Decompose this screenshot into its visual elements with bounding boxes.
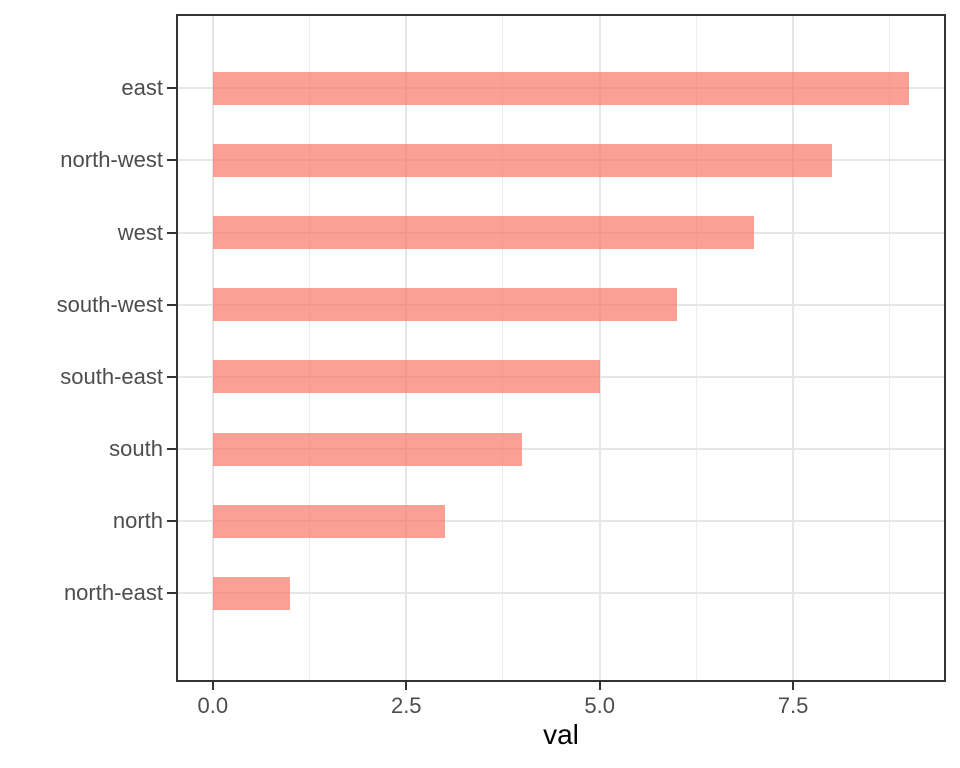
y-tick-mark (167, 231, 176, 234)
y-tick-mark (167, 520, 176, 523)
x-tick-label-0.0: 0.0 (197, 693, 229, 718)
y-tick-label-west: west (117, 219, 163, 245)
gridline-minor-vertical (695, 16, 697, 680)
bar-south (212, 432, 523, 466)
bar-south-east (212, 360, 600, 394)
y-tick-label-east: east (121, 75, 163, 101)
y-tick-mark (167, 592, 176, 595)
y-tick-mark (167, 303, 176, 306)
gridline-minor-vertical (502, 16, 504, 680)
plot-panel (176, 14, 946, 682)
y-tick-label-north: north (112, 508, 163, 534)
y-tick-label-south: south (109, 436, 163, 462)
gridline-minor-vertical (309, 16, 311, 680)
gridline-major-horizontal (178, 448, 944, 451)
x-tick-label-7.5: 7.5 (777, 693, 809, 718)
y-tick-mark (167, 159, 176, 162)
gridline-major-horizontal (178, 520, 944, 523)
bars-layer (178, 16, 944, 680)
x-tick-mark (792, 682, 795, 690)
gridline-major-vertical (598, 16, 601, 680)
y-tick-label-south-west: south-west (56, 291, 163, 317)
x-tick-mark (598, 682, 601, 690)
bar-north-east (212, 576, 291, 610)
bar-south-west (212, 288, 678, 322)
gridline-minor-vertical (889, 16, 891, 680)
y-tick-mark (167, 87, 176, 90)
gridline-major-horizontal (178, 592, 944, 595)
x-axis-title: val (543, 719, 579, 750)
y-tick-mark (167, 448, 176, 451)
y-tick-mark (167, 375, 176, 378)
x-tick-mark (405, 682, 408, 690)
bar-north-west (212, 143, 832, 177)
gridline-major-vertical (405, 16, 408, 680)
x-tick-label-2.5: 2.5 (390, 693, 422, 718)
bar-west (212, 216, 755, 250)
x-tick-mark (211, 682, 214, 690)
y-tick-label-north-west: north-west (60, 147, 163, 173)
bar-east (212, 71, 910, 105)
gridline-major-vertical (792, 16, 795, 680)
x-tick-label-5.0: 5.0 (584, 693, 615, 718)
bar-north (212, 504, 445, 538)
gridline-major-vertical (211, 16, 214, 680)
y-tick-label-north-east: north-east (63, 580, 163, 606)
y-tick-label-south-east: south-east (60, 363, 163, 389)
